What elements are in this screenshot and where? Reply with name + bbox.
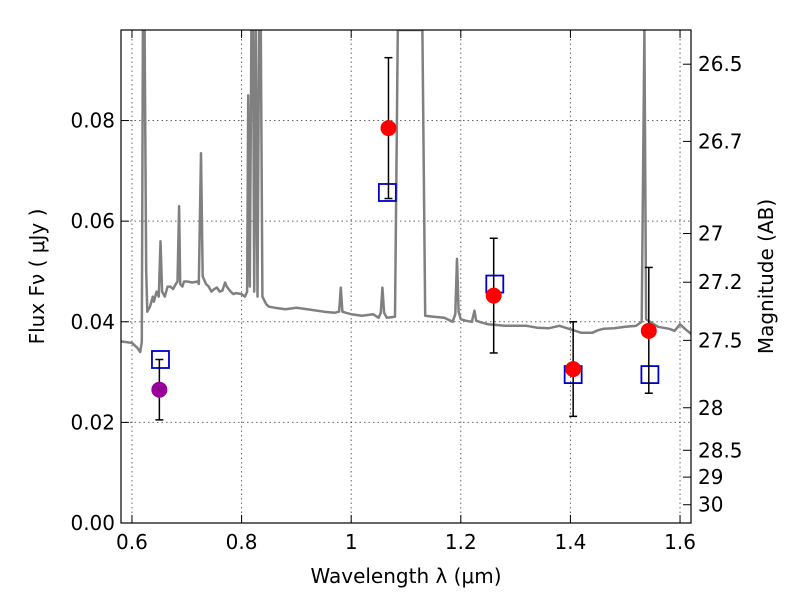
grid xyxy=(121,30,691,524)
photometry-point xyxy=(151,381,168,398)
model-square-marker xyxy=(640,365,660,384)
photometry-point xyxy=(640,322,657,339)
plot-area xyxy=(121,30,691,421)
right-tick-label: 29 xyxy=(698,465,723,489)
y-tick-label: 0.08 xyxy=(70,109,115,133)
plot-frame xyxy=(120,29,692,524)
right-tick-label: 27.2 xyxy=(698,270,743,294)
model-square-marker xyxy=(377,183,397,202)
spectrum-line xyxy=(121,30,691,354)
model-square-marker xyxy=(151,350,170,369)
right-tick-label: 28.5 xyxy=(698,438,743,462)
x-tick-label: 1.6 xyxy=(664,530,696,554)
x-tick-label: 1.4 xyxy=(555,530,587,554)
right-tick-label: 28 xyxy=(698,396,723,420)
y-tick-label: 0.06 xyxy=(70,209,115,233)
x-axis-label: Wavelength λ (μm) xyxy=(310,564,501,588)
y-axis-label: Flux Fν ( μJy ) xyxy=(25,209,49,345)
photometry-point xyxy=(380,120,397,137)
right-axis-label: Magnitude (AB) xyxy=(754,199,778,354)
x-tick-label: 0.6 xyxy=(116,530,148,554)
y-tick-label: 0.02 xyxy=(70,410,115,434)
x-tick-label: 1.2 xyxy=(445,530,477,554)
right-tick-label: 26.5 xyxy=(698,52,743,76)
x-tick-label: 1 xyxy=(345,530,358,554)
right-tick-label: 26.7 xyxy=(698,129,743,153)
right-tick-label: 30 xyxy=(698,493,723,517)
right-tick-label: 27 xyxy=(698,222,723,246)
photometry-point xyxy=(485,287,502,304)
x-tick-label: 0.8 xyxy=(226,530,258,554)
right-tick-label: 27.5 xyxy=(698,328,743,352)
y-tick-label: 0.04 xyxy=(70,310,115,334)
y-tick-label: 0.00 xyxy=(70,511,115,535)
photometry-point xyxy=(565,361,582,378)
